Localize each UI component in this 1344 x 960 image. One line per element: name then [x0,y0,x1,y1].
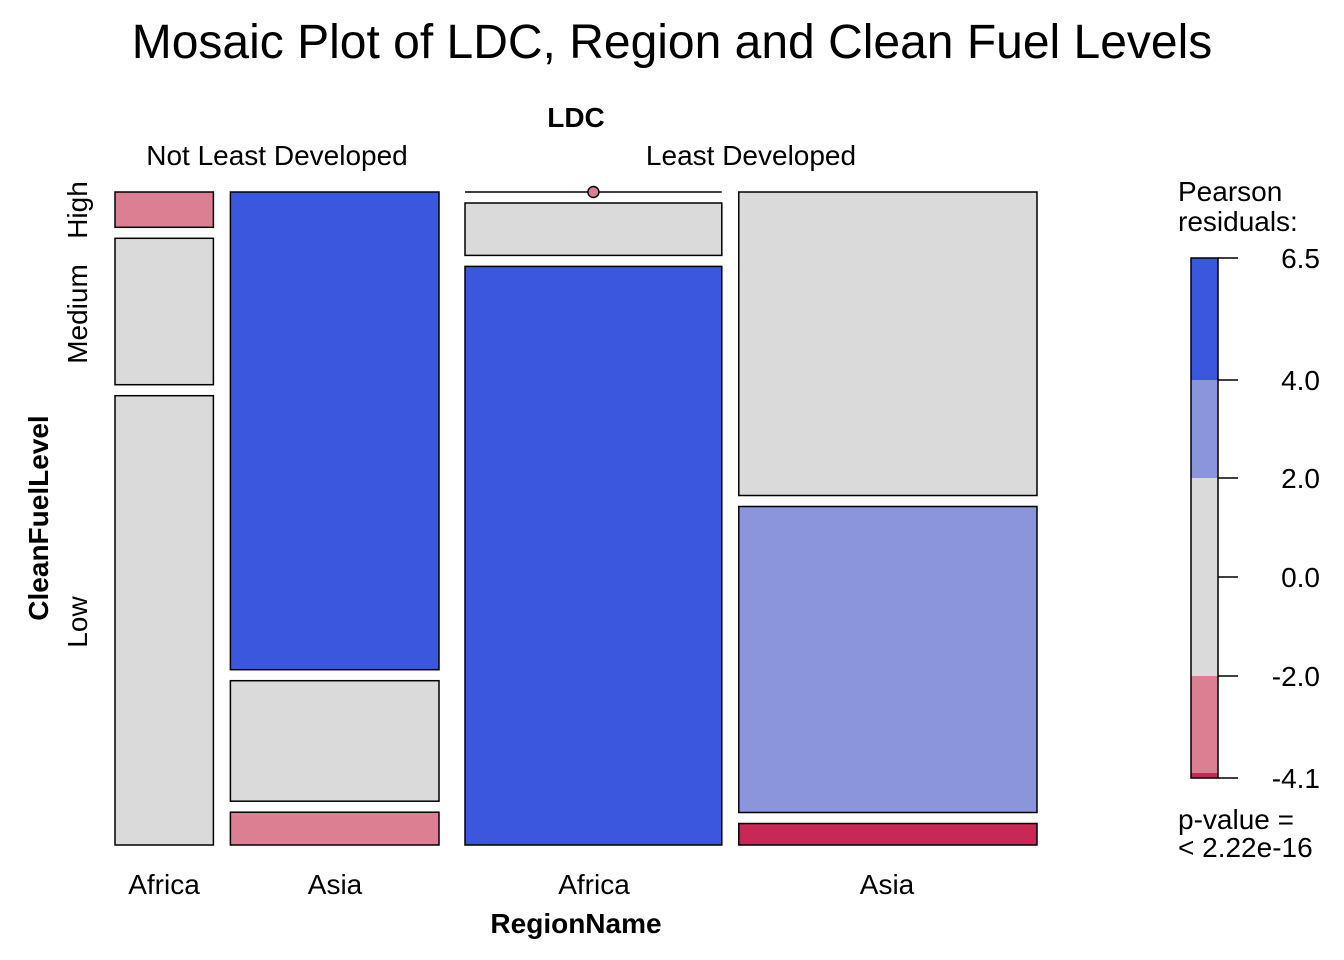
legend-band-2 [1191,478,1218,676]
legend-pvalue-line1: p-value = [1178,804,1294,835]
legend-bar-frame [1190,257,1219,779]
left-variable-label: CleanFuelLevel [23,415,54,620]
legend-color-bar [1190,257,1219,779]
cell-not-least-developed-africa-high [114,191,215,229]
legend-tick-label-4: -2.0 [1272,661,1320,692]
chart-title: Mosaic Plot of LDC, Region and Clean Fue… [132,16,1213,69]
bottom-variable-label: RegionName [490,908,661,939]
legend-title-line1: Pearson [1178,176,1282,207]
cell-not-least-developed-asia-high [229,191,440,671]
legend-tick-label-0: 6.5 [1281,243,1320,274]
fuel-level-label-low: Low [62,596,93,648]
ldc-level-label-least-developed: Least Developed [646,140,856,171]
cell-not-least-developed-africa-medium [114,237,215,386]
region-label-ld-asia: Asia [860,869,915,900]
legend-pvalue-line2: < 2.22e-16 [1178,832,1313,863]
cell-least-developed-asia-high [738,191,1038,497]
cell-least-developed-africa-low [464,265,723,846]
top-variable-label: LDC [547,102,605,133]
legend-tick-label-3: 0.0 [1281,562,1320,593]
legend-tick-label-2: 2.0 [1281,463,1320,494]
region-label-nld-africa: Africa [128,869,200,900]
legend-band-4 [1191,773,1218,778]
cell-least-developed-asia-low [738,822,1038,846]
cell-least-developed-africa-medium [464,202,723,257]
ldc-level-label-not-least-developed: Not Least Developed [146,140,408,171]
fuel-level-label-high: High [62,181,93,239]
fuel-level-label-medium: Medium [62,264,93,364]
legend-tick-label-5: -4.1 [1272,763,1320,794]
region-label-ld-africa: Africa [558,869,630,900]
cell-least-developed-africa-high-empty-dot [587,185,600,199]
cell-least-developed-asia-medium [738,505,1038,814]
region-label-nld-asia: Asia [308,869,363,900]
legend-band-0 [1191,258,1218,380]
cell-not-least-developed-asia-medium [229,679,440,802]
cell-not-least-developed-africa-low [114,394,215,846]
legend-band-1 [1191,380,1218,478]
legend-band-3 [1191,676,1218,773]
legend-title-line2: residuals: [1178,206,1298,237]
cell-not-least-developed-asia-low [229,811,440,846]
legend-tick-label-1: 4.0 [1281,365,1320,396]
mosaic-cells [114,185,1038,846]
legend-ticks: 6.5 4.0 2.0 0.0 -2.0 -4.1 [1218,243,1320,794]
